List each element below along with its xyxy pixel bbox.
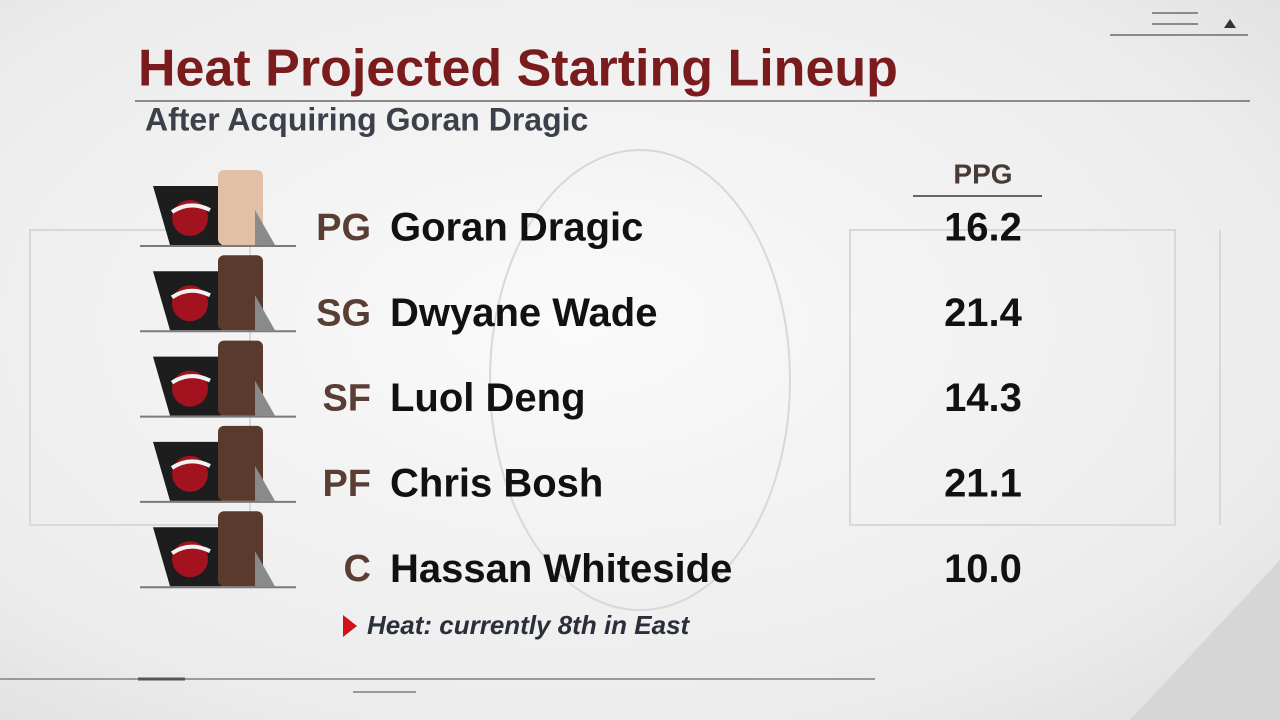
player-name: Goran Dragic [390, 206, 643, 250]
subtitle: After Acquiring Goran Dragic [145, 101, 588, 137]
position: PG [316, 207, 371, 249]
position: SF [322, 378, 371, 420]
logo-flame [170, 374, 211, 385]
note-arrow [343, 615, 357, 637]
lineup-row: PG Goran Dragic 16.2 [140, 170, 1022, 250]
note: Heat: currently 8th in East [367, 610, 691, 640]
player-name: Luol Deng [390, 376, 586, 420]
position: PF [322, 463, 371, 505]
player-photo [218, 255, 263, 331]
ppg: 21.1 [944, 461, 1022, 505]
title: Heat Projected Starting Lineup [138, 40, 898, 98]
top-right-decor [1110, 12, 1248, 36]
player-photo [218, 425, 263, 501]
photo-edge [255, 465, 275, 501]
lineup-row: SG Dwyane Wade 21.4 [140, 255, 1023, 335]
player-name: Dwyane Wade [390, 291, 657, 335]
ppg: 10.0 [944, 547, 1022, 591]
player-photo [218, 340, 263, 416]
logo-flame [170, 459, 211, 470]
ppg: 16.2 [944, 206, 1022, 250]
player-name: Hassan Whiteside [390, 547, 732, 591]
position: SG [316, 292, 371, 334]
ppg: 21.4 [944, 291, 1023, 335]
triangle-icon [1224, 19, 1236, 28]
lineup-row: SF Luol Deng 14.3 [140, 340, 1022, 420]
ppg: 14.3 [944, 376, 1022, 420]
logo-flame [170, 288, 211, 300]
photo-edge [255, 551, 275, 587]
lineup-rows: PG Goran Dragic 16.2 SG Dwyane Wade 21.4 SF Luo… [140, 170, 1023, 591]
photo-edge [255, 295, 275, 331]
corner-shape [1130, 560, 1280, 720]
position: C [344, 548, 371, 590]
player-photo [218, 511, 263, 587]
player-photo [218, 170, 263, 245]
lineup-row: C Hassan Whiteside 10.0 [140, 511, 1022, 591]
photo-edge [255, 380, 275, 416]
logo-flame [170, 544, 211, 555]
logo-flame [170, 203, 211, 214]
column-header: PPG [953, 158, 1012, 189]
player-name: Chris Bosh [390, 461, 603, 505]
photo-edge [255, 210, 275, 245]
lineup-row: PF Chris Bosh 21.1 [140, 425, 1022, 505]
